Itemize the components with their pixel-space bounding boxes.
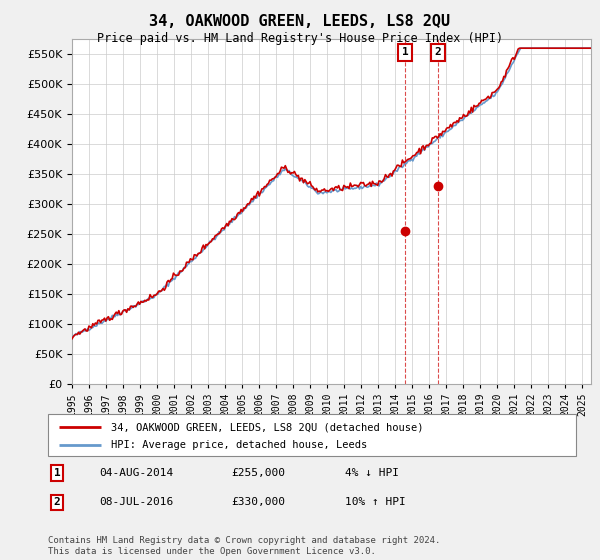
Text: 1: 1 <box>402 48 409 57</box>
Text: 2: 2 <box>53 497 61 507</box>
Text: 10% ↑ HPI: 10% ↑ HPI <box>345 497 406 507</box>
Text: Contains HM Land Registry data © Crown copyright and database right 2024.
This d: Contains HM Land Registry data © Crown c… <box>48 536 440 556</box>
Text: £255,000: £255,000 <box>231 468 285 478</box>
Text: HPI: Average price, detached house, Leeds: HPI: Average price, detached house, Leed… <box>112 440 368 450</box>
Text: 04-AUG-2014: 04-AUG-2014 <box>99 468 173 478</box>
Text: 1: 1 <box>53 468 61 478</box>
Text: 2: 2 <box>435 48 442 57</box>
Text: Price paid vs. HM Land Registry's House Price Index (HPI): Price paid vs. HM Land Registry's House … <box>97 32 503 45</box>
Text: 4% ↓ HPI: 4% ↓ HPI <box>345 468 399 478</box>
Text: £330,000: £330,000 <box>231 497 285 507</box>
Text: 34, OAKWOOD GREEN, LEEDS, LS8 2QU: 34, OAKWOOD GREEN, LEEDS, LS8 2QU <box>149 14 451 29</box>
Text: 34, OAKWOOD GREEN, LEEDS, LS8 2QU (detached house): 34, OAKWOOD GREEN, LEEDS, LS8 2QU (detac… <box>112 422 424 432</box>
FancyBboxPatch shape <box>48 414 576 456</box>
Text: 08-JUL-2016: 08-JUL-2016 <box>99 497 173 507</box>
